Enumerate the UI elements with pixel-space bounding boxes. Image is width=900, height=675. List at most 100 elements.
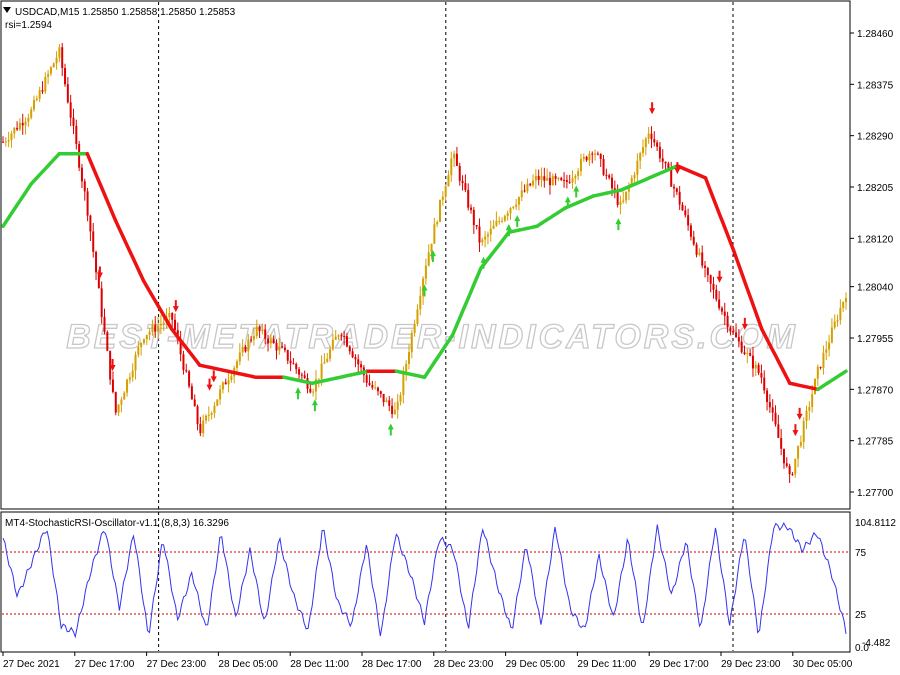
candle-body (661, 158, 664, 162)
candle-body (4, 141, 7, 143)
down-arrow-icon (210, 370, 217, 383)
osc-level-75-label: 75 (855, 548, 867, 559)
trend-line-segment (675, 164, 708, 180)
candle-body (244, 346, 247, 352)
down-arrow-icon (792, 424, 799, 437)
trend-line-segment (450, 266, 483, 337)
candle-body (610, 177, 613, 189)
candle-body (574, 176, 577, 179)
candle-body (78, 144, 81, 168)
candle-body (568, 181, 571, 183)
candle-body (740, 341, 743, 353)
trend-line-segment (759, 327, 792, 386)
trend-line-segment (507, 224, 539, 235)
down-arrow-icon (109, 358, 116, 371)
price-tick-label: 1.28290 (857, 132, 894, 143)
price-axis: 1.28460 1.28375 1.28290 1.28205 1.28120 1.280… (850, 29, 894, 499)
trend-line-segment (647, 164, 680, 180)
candle-body (706, 267, 709, 276)
candle-body (501, 220, 504, 222)
oscillator-subwindow-frame[interactable] (0, 511, 851, 653)
candle-body (845, 298, 847, 303)
candle-body (275, 343, 278, 351)
time-tick-label: 28 Dec 11:00 (290, 659, 349, 670)
candle-body (83, 181, 86, 192)
down-arrow-icon (674, 162, 681, 175)
time-tick-label: 27 Dec 23:00 (147, 659, 207, 670)
candle-body (16, 127, 19, 130)
candle-body (565, 180, 568, 182)
candle-body (737, 337, 740, 342)
candle-body (391, 405, 394, 415)
up-arrow-icon (480, 256, 487, 269)
candle-body (704, 265, 707, 268)
candle-body (247, 339, 250, 352)
candle-body (250, 339, 253, 341)
trend-line-segment (29, 152, 61, 186)
candle-body (430, 243, 433, 253)
candle-body (351, 351, 354, 358)
trend-line-segment (282, 375, 314, 386)
up-arrow-icon (421, 284, 428, 297)
candle-body (453, 153, 456, 159)
candle-body (813, 378, 816, 395)
up-arrow-icon (505, 224, 512, 237)
candle-body (379, 391, 382, 394)
candle-body (66, 84, 69, 103)
candle-body (258, 326, 261, 332)
candle-body (261, 329, 264, 332)
candle-body (444, 186, 447, 197)
time-tick-label: 27 Dec 2021 (3, 659, 60, 670)
candle-body (207, 414, 210, 416)
triangle-down-icon[interactable] (3, 7, 11, 13)
candle-body (658, 146, 661, 159)
candle-body (204, 415, 207, 421)
candle-body (140, 343, 143, 348)
candle-body (283, 347, 286, 351)
candle-body (196, 406, 199, 424)
trend-line-segment (85, 152, 118, 222)
candle-body (216, 399, 219, 406)
candle-body (768, 402, 771, 408)
candle-body (825, 349, 828, 353)
price-tick-label: 1.28375 (857, 80, 894, 91)
time-tick-label: 30 Dec 05:00 (793, 659, 853, 670)
candle-body (2, 141, 4, 143)
candle-body (757, 364, 760, 374)
candle-body (97, 272, 100, 289)
candle-body (385, 400, 388, 403)
candle-body (698, 252, 701, 255)
candle-body (495, 221, 498, 226)
trend-line-segment (591, 188, 623, 198)
candle-body (86, 191, 89, 216)
candle-body (582, 156, 585, 160)
candle-body (182, 354, 185, 371)
candle-body (120, 399, 123, 405)
candle-body (819, 366, 822, 368)
candle-body (413, 323, 416, 334)
candle-body (145, 334, 148, 340)
candle-body (151, 324, 154, 332)
candle-body (289, 360, 292, 364)
candle-body (47, 73, 50, 77)
candle-body (126, 379, 129, 393)
symbol-header: USDCAD,M15 1.25850 1.25858 1.25850 1.258… (15, 7, 236, 18)
candle-body (579, 159, 582, 172)
candle-body (95, 251, 98, 273)
candle-body (506, 213, 509, 217)
candle-body (534, 175, 537, 181)
candle-body (557, 178, 560, 180)
candle-body (729, 327, 732, 331)
trend-line-segment (731, 248, 764, 331)
trend-line-segment (169, 327, 202, 367)
candle-body (75, 125, 78, 145)
candle-body (210, 413, 213, 415)
candle-body (329, 349, 332, 359)
down-arrow-icon (649, 102, 656, 115)
candle-body (368, 382, 371, 386)
candle-body (644, 138, 647, 148)
candle-body (492, 225, 495, 229)
main-chart-frame[interactable] (0, 0, 851, 510)
candle-body (89, 215, 92, 232)
